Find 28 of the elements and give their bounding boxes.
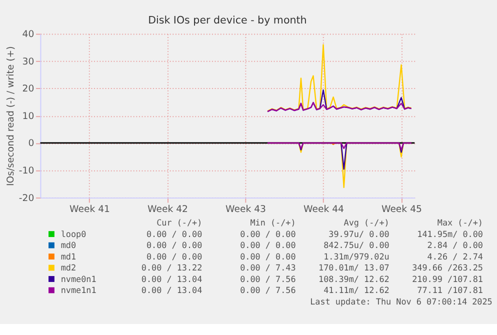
y-tick-label: 30 (22, 56, 34, 68)
y-tick-label: 40 (22, 29, 34, 40)
legend-label: nvme1n1 (60, 285, 96, 296)
x-tick-label: Week 41 (70, 204, 110, 216)
x-tick-label: Week 45 (381, 204, 422, 216)
y-axis-title: IOs/second read (-) / write (+) (5, 46, 16, 186)
text: 0.00 / 13.04 0.00 / 7.56 41.11m/ 12.62 77.11 /107.81 (141, 285, 483, 296)
text: Cur (-/+) Min (-/+) Avg (-/+) Max (-/+) (156, 218, 483, 228)
legend-label: md0 (60, 240, 76, 250)
legend-label: md2 (60, 262, 76, 273)
legend-label: md1 (60, 251, 76, 262)
text: Last update: Thu Nov 6 07:00:14 2025 (310, 296, 492, 306)
text: 0.00 / 13.22 0.00 / 7.43 170.01m/ 13.07 349.66 /263.25 (141, 262, 483, 273)
text: 0.00 / 13.04 0.00 / 7.56 108.39m/ 12.62 210.99 /107.81 (141, 274, 483, 284)
y-tick-label: -20 (18, 192, 34, 204)
x-tick-label: Week 44 (304, 204, 344, 216)
x-tick-label: Week 42 (148, 204, 188, 216)
y-tick-label: 20 (22, 84, 34, 95)
legend-label: nvme0n1 (60, 274, 96, 284)
legend-label: loop0 (60, 228, 86, 239)
y-tick-label: 10 (22, 110, 34, 122)
y-tick-label: -10 (18, 166, 34, 177)
text: 0.00 / 0.00 0.00 / 0.00 842.75u/ 0.00 2.84 / 0.00 (146, 240, 483, 250)
text: 0.00 / 0.00 0.00 / 0.00 1.31m/979.02u 4.26 / 2.74 (146, 251, 483, 262)
x-tick-label: Week 43 (226, 204, 266, 216)
y-tick-label: 0 (28, 138, 34, 150)
chart-title: Disk IOs per device - by month (148, 14, 307, 26)
text: 0.00 / 0.00 0.00 / 0.00 39.97u/ 0.00 141.95m/ 0.00 (146, 228, 483, 239)
